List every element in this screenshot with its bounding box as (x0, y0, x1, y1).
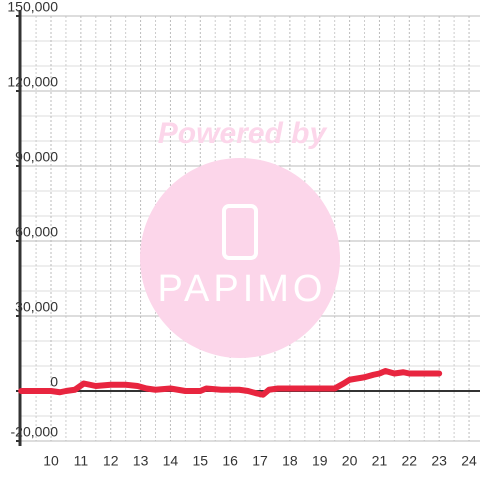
x-tick-label: 17 (252, 453, 268, 469)
watermark-logo: PAPIMO (158, 268, 327, 310)
y-tick-label: 0 (50, 374, 58, 390)
x-tick-label: 18 (282, 453, 298, 469)
y-tick-label: 90,000 (15, 149, 58, 165)
y-tick-label: 120,000 (7, 74, 58, 90)
x-tick-label: 24 (461, 453, 477, 469)
plot: -20,000 0 30,000 60,000 90,000 120,000 150,000… (7, 0, 477, 469)
y-tick-label: 60,000 (15, 224, 58, 240)
x-tick-label: 21 (372, 453, 388, 469)
x-tick-label: 23 (431, 453, 447, 469)
x-tick-label: 19 (312, 453, 328, 469)
y-tick-label: -20,000 (11, 424, 59, 440)
x-tick-label: 15 (193, 453, 209, 469)
watermark-text: Powered by (158, 117, 328, 150)
x-tick-label: 12 (103, 453, 119, 469)
line (18, 368, 443, 398)
x-tick-label: 16 (222, 453, 238, 469)
x-tick-label: 11 (74, 453, 89, 469)
watermark-phone (222, 204, 258, 260)
x-tick-label: 14 (163, 453, 179, 469)
y-tick-label: 150,000 (7, 0, 58, 15)
x-tick-label: 22 (402, 453, 418, 469)
x-tick-label: 20 (342, 453, 358, 469)
x-tick-label: 10 (43, 453, 59, 469)
y-tick-label: 30,000 (15, 299, 58, 315)
x-tick-label: 13 (133, 453, 149, 469)
